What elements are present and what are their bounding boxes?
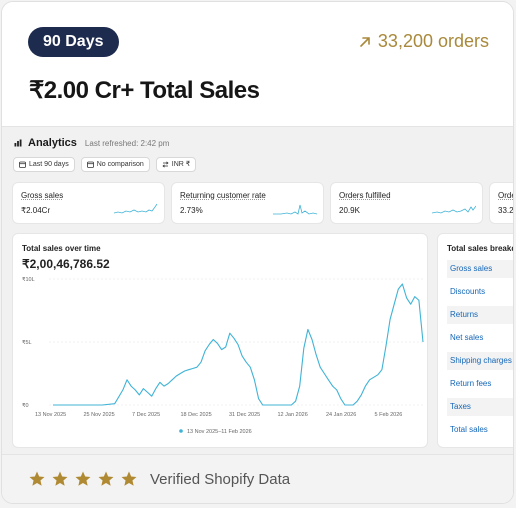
- sparkline: [273, 204, 317, 215]
- last-refreshed: Last refreshed: 2:42 pm: [84, 138, 170, 148]
- y-tick-label: ₹10L: [22, 276, 35, 283]
- star-icon: [75, 471, 91, 486]
- orders-label: 33,200 orders: [377, 31, 489, 51]
- analytics-topbar: Analytics Last refreshed: 2:42 pm: [14, 137, 169, 149]
- x-tick-label: 24 Jan 2026: [326, 412, 356, 418]
- stat-card-orders-fulfilled[interactable]: Orders fulfilled 20.9K: [330, 182, 483, 224]
- star-icon: [29, 471, 45, 486]
- stat-card-returning-rate[interactable]: Returning customer rate 2.73%: [171, 182, 324, 224]
- currency-icon: [162, 161, 169, 168]
- arrow-up-right-icon: [360, 36, 370, 47]
- chip-label: No comparison: [96, 161, 144, 168]
- breakdown-item-shipping[interactable]: Shipping charges: [447, 352, 513, 370]
- date-range-chip[interactable]: Last 90 days: [13, 157, 75, 172]
- analytics-screenshot: Analytics Last refreshed: 2:42 pm Last 9…: [2, 126, 513, 454]
- stat-label: Orde: [498, 191, 513, 200]
- y-tick-label: ₹5L: [22, 339, 32, 346]
- breakdown-title: Total sales breakdown: [447, 244, 513, 253]
- legend-label: 13 Nov 2025–11 Feb 2026: [187, 429, 252, 435]
- legend-marker: [179, 429, 183, 433]
- x-tick-label: 12 Jan 2026: [278, 412, 308, 418]
- stat-label: Orders fulfilled: [339, 191, 391, 200]
- x-tick-label: 18 Dec 2025: [181, 412, 212, 418]
- stat-value: 20.9K: [339, 206, 360, 215]
- analytics-title: Analytics: [28, 137, 77, 149]
- breakdown-item-discounts[interactable]: Discounts: [450, 287, 486, 296]
- verified-label: Verified Shopify Data: [150, 471, 291, 488]
- line-chart: ₹0 ₹5L ₹10L 13 Nov 2025 25 Nov 2025 7 Dec 202…: [22, 276, 424, 435]
- sparkline: [114, 203, 158, 214]
- x-tick-label: 7 Dec 2025: [132, 412, 160, 418]
- star-icon: [98, 471, 114, 486]
- currency-chip[interactable]: INR ₹: [155, 157, 197, 172]
- x-tick-label: 13 Nov 2025: [35, 412, 66, 418]
- star-icon: [121, 471, 137, 486]
- chip-label: Last 90 days: [29, 161, 69, 168]
- breakdown-item-total-sales[interactable]: Total sales: [450, 425, 488, 434]
- stat-value: 33.2: [498, 206, 514, 215]
- calendar-icon: [86, 161, 94, 168]
- orders-count: 33,200 orders: [358, 31, 489, 52]
- analytics-icon: [14, 139, 22, 147]
- breakdown-item-taxes[interactable]: Taxes: [447, 398, 513, 416]
- card-footer: Verified Shopify Data: [2, 454, 513, 503]
- breakdown-item-net-sales[interactable]: Net sales: [450, 333, 484, 342]
- calendar-icon: [19, 161, 26, 168]
- stat-cards: Gross sales ₹2.04Cr Returning customer r…: [12, 182, 514, 224]
- x-tick-label: 25 Nov 2025: [84, 412, 115, 418]
- star-rating: [28, 470, 138, 488]
- star-icon: [52, 471, 68, 486]
- stat-card-gross-sales[interactable]: Gross sales ₹2.04Cr: [12, 182, 165, 224]
- sales-breakdown-panel: Total sales breakdown Gross sales Discou…: [437, 233, 513, 448]
- x-tick-label: 31 Dec 2025: [229, 412, 260, 418]
- sales-series-line: [53, 283, 424, 406]
- total-sales-headline: ₹2.00 Cr+ Total Sales: [29, 77, 260, 104]
- breakdown-item-gross-sales[interactable]: Gross sales: [447, 260, 513, 278]
- period-badge: 90 Days: [28, 27, 119, 57]
- stat-label: Gross sales: [21, 191, 64, 200]
- x-tick-label: 5 Feb 2026: [375, 412, 403, 418]
- stat-card-orders[interactable]: Orde 33.2: [489, 182, 514, 224]
- comparison-chip[interactable]: No comparison: [80, 157, 150, 172]
- card-header: 90 Days 33,200 orders ₹2.00 Cr+ Total Sa…: [2, 2, 513, 126]
- stat-value: ₹2.04Cr: [21, 206, 51, 215]
- y-tick-label: ₹0: [22, 402, 29, 409]
- sparkline: [432, 205, 476, 214]
- stat-value: 2.73%: [180, 206, 203, 215]
- chart-title: Total sales over time: [22, 244, 101, 253]
- chip-label: INR ₹: [171, 161, 191, 168]
- total-sales-chart: Total sales over time ₹2,00,46,786.52 ₹0…: [12, 233, 428, 448]
- chart-total-value: ₹2,00,46,786.52: [22, 257, 110, 271]
- breakdown-item-return-fees[interactable]: Return fees: [450, 379, 492, 388]
- breakdown-item-returns[interactable]: Returns: [447, 306, 513, 324]
- filter-chips: Last 90 days No comparison INR ₹: [13, 157, 197, 172]
- stat-label: Returning customer rate: [180, 191, 266, 200]
